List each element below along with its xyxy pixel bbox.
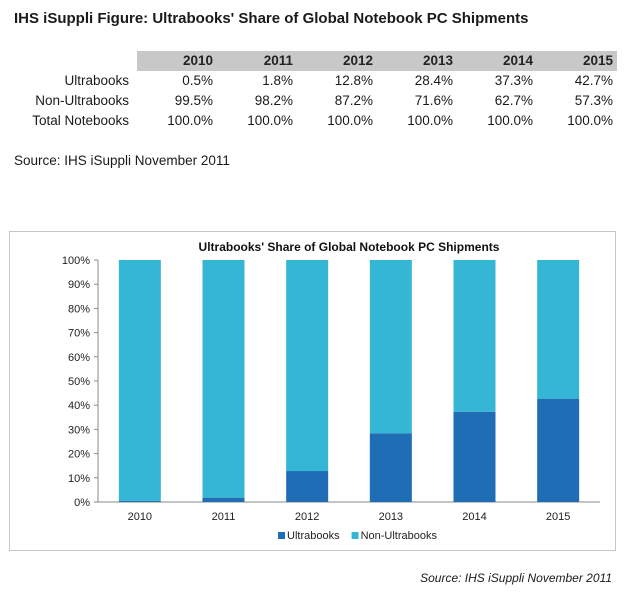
y-tick-label: 0% bbox=[74, 497, 90, 509]
table-cell: 0.5% bbox=[182, 73, 213, 88]
table-cell: 1.8% bbox=[262, 73, 293, 88]
table-cell: 28.4% bbox=[414, 73, 453, 88]
bar-ultrabooks bbox=[202, 497, 245, 502]
table-corner bbox=[14, 51, 137, 71]
table-cell: 57.3% bbox=[574, 93, 613, 108]
year-header: 2014 bbox=[457, 51, 537, 71]
figure-title: IHS iSuppli Figure: Ultrabooks' Share of… bbox=[14, 10, 529, 27]
stacked-bar-chart: Ultrabooks' Share of Global Notebook PC … bbox=[62, 240, 600, 542]
bar-ultrabooks bbox=[537, 398, 580, 502]
legend-swatch-non-ultrabooks bbox=[351, 532, 359, 539]
table-cell: 87.2% bbox=[334, 93, 373, 108]
y-tick-label: 50% bbox=[68, 376, 90, 388]
bar-non-ultrabooks bbox=[537, 260, 580, 399]
row-label: Non-Ultrabooks bbox=[35, 93, 129, 108]
y-tick-label: 40% bbox=[68, 400, 90, 412]
bar-non-ultrabooks bbox=[118, 260, 161, 501]
y-tick-label: 90% bbox=[68, 279, 90, 291]
table-cell: 98.2% bbox=[254, 93, 293, 108]
table-cell: 100.0% bbox=[567, 113, 613, 128]
table-cell: 62.7% bbox=[494, 93, 533, 108]
chart-title: Ultrabooks' Share of Global Notebook PC … bbox=[199, 240, 500, 254]
bar-ultrabooks bbox=[118, 500, 161, 502]
y-tick-label: 70% bbox=[68, 328, 90, 340]
x-tick-label: 2015 bbox=[546, 511, 570, 523]
table-cell: 100.0% bbox=[407, 113, 453, 128]
table-cell: 71.6% bbox=[414, 93, 453, 108]
x-tick-label: 2013 bbox=[379, 511, 403, 523]
table-cell: 100.0% bbox=[247, 113, 293, 128]
legend-swatch-ultrabooks bbox=[278, 532, 285, 539]
table-cell: 99.5% bbox=[174, 93, 213, 108]
chart-area: Ultrabooks' Share of Global Notebook PC … bbox=[9, 231, 616, 551]
y-tick-label: 100% bbox=[62, 255, 90, 267]
bar-ultrabooks bbox=[286, 471, 329, 502]
y-tick-label: 80% bbox=[68, 303, 90, 315]
y-tick-label: 20% bbox=[68, 449, 90, 461]
x-tick-label: 2010 bbox=[128, 511, 152, 523]
chart-source-note: Source: IHS iSuppli November 2011 bbox=[420, 571, 612, 585]
table-row: Total Notebooks 100.0% 100.0% 100.0% 100… bbox=[14, 111, 617, 131]
bar-non-ultrabooks bbox=[369, 260, 412, 434]
year-header: 2013 bbox=[377, 51, 457, 71]
y-tick-label: 60% bbox=[68, 352, 90, 364]
table-header-row: 2010 2011 2012 2013 2014 2015 bbox=[14, 51, 617, 71]
table-cell: 37.3% bbox=[494, 73, 533, 88]
row-label: Total Notebooks bbox=[32, 113, 129, 128]
source-note: Source: IHS iSuppli November 2011 bbox=[14, 153, 230, 168]
table-cell: 42.7% bbox=[574, 73, 613, 88]
bar-ultrabooks bbox=[453, 411, 496, 502]
table-row: Ultrabooks 0.5% 1.8% 12.8% 28.4% 37.3% 4… bbox=[14, 71, 617, 91]
legend-label: Non-Ultrabooks bbox=[361, 530, 438, 542]
year-header: 2015 bbox=[537, 51, 617, 71]
bar-non-ultrabooks bbox=[453, 260, 496, 412]
table-cell: 100.0% bbox=[327, 113, 373, 128]
y-tick-label: 30% bbox=[68, 424, 90, 436]
data-table: 2010 2011 2012 2013 2014 2015 Ultrabooks… bbox=[14, 51, 617, 131]
table-cell: 12.8% bbox=[334, 73, 373, 88]
bar-non-ultrabooks bbox=[286, 260, 329, 472]
table-row: Non-Ultrabooks 99.5% 98.2% 87.2% 71.6% 6… bbox=[14, 91, 617, 111]
x-tick-label: 2011 bbox=[212, 511, 236, 523]
year-header: 2012 bbox=[297, 51, 377, 71]
bar-ultrabooks bbox=[369, 433, 412, 502]
table-cell: 100.0% bbox=[167, 113, 213, 128]
legend-label: Ultrabooks bbox=[287, 530, 340, 542]
year-header: 2011 bbox=[217, 51, 297, 71]
x-tick-label: 2014 bbox=[462, 511, 486, 523]
bar-non-ultrabooks bbox=[202, 260, 245, 498]
y-tick-label: 10% bbox=[68, 473, 90, 485]
x-tick-label: 2012 bbox=[295, 511, 319, 523]
table-cell: 100.0% bbox=[487, 113, 533, 128]
row-label: Ultrabooks bbox=[64, 73, 129, 88]
year-header: 2010 bbox=[137, 51, 217, 71]
